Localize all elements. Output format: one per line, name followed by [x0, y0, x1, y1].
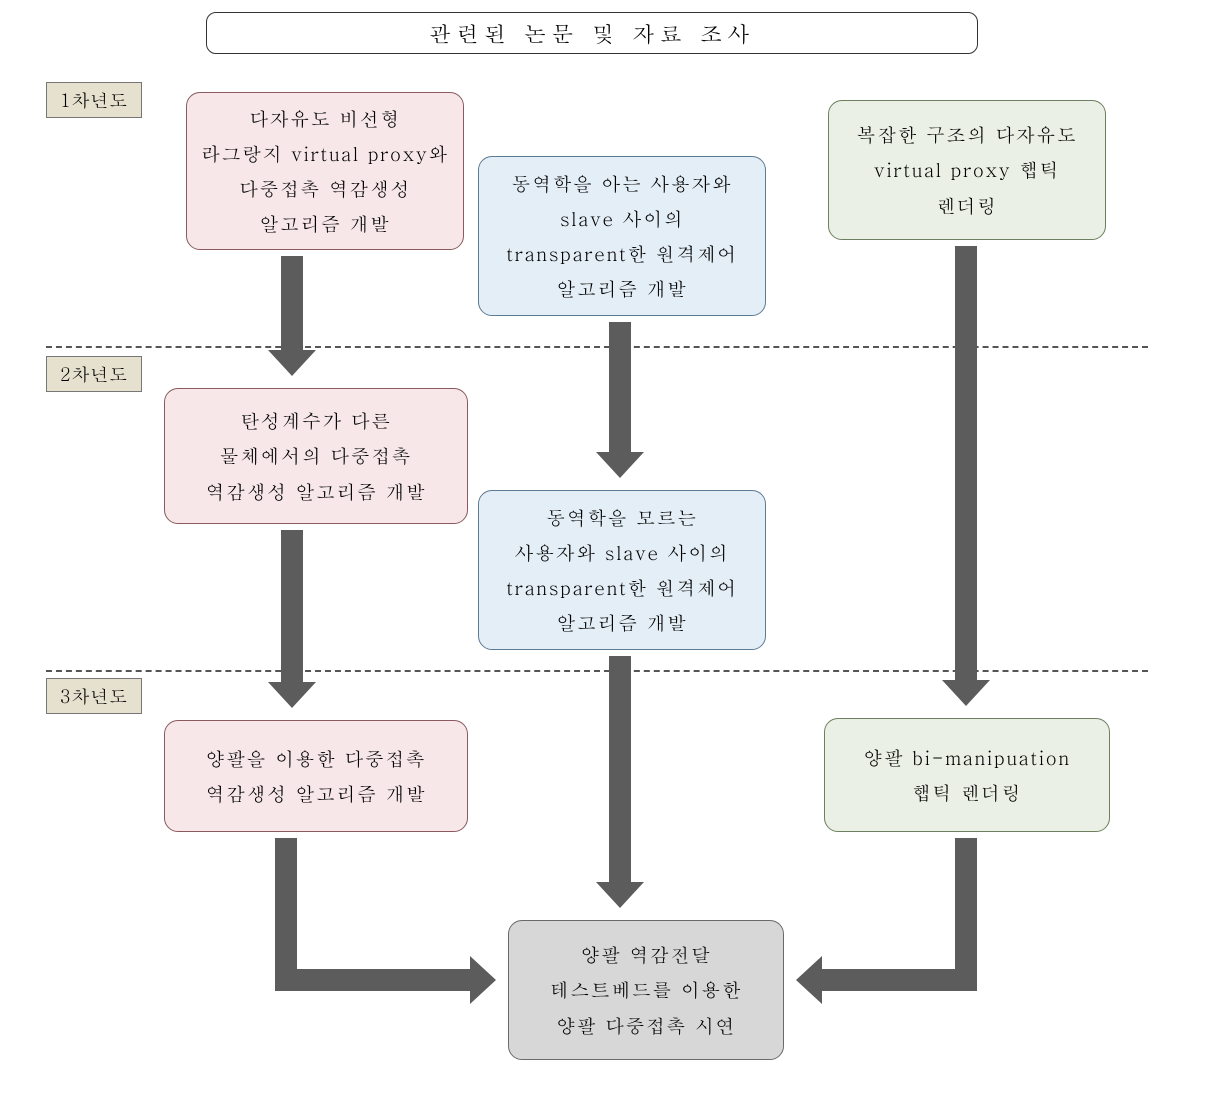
- arr_a3_final: [275, 838, 496, 1004]
- divider-2: [46, 670, 1148, 672]
- node-n_a1: 다자유도 비선형 라그랑지 virtual proxy와 다중접촉 역감생성 알…: [186, 92, 464, 250]
- divider-1: [46, 346, 1148, 348]
- arr_c3_final: [796, 838, 977, 1004]
- node-n_a2: 탄성계수가 다른 물체에서의 다중접촉 역감생성 알고리즘 개발: [164, 388, 468, 524]
- node-n_b1: 동역학을 아는 사용자와 slave 사이의 transparent한 원격제어…: [478, 156, 766, 316]
- title-box: 관련된 논문 및 자료 조사: [206, 12, 978, 54]
- arr_a2_a3: [268, 530, 316, 708]
- node-n_b2: 동역학을 모르는 사용자와 slave 사이의 transparent한 원격제…: [478, 490, 766, 650]
- year-label-3: 3차년도: [46, 678, 142, 714]
- arr_a1_a2: [268, 256, 316, 376]
- node-n_a3: 양팔을 이용한 다중접촉 역감생성 알고리즘 개발: [164, 720, 468, 832]
- year-label-2: 2차년도: [46, 356, 142, 392]
- node-n_c1: 복잡한 구조의 다자유도 virtual proxy 햅틱 렌더링: [828, 100, 1106, 240]
- arr_c1_c3: [942, 246, 990, 706]
- flowchart-canvas: 관련된 논문 및 자료 조사 1차년도 2차년도 3차년도 다자유도 비선형 라그랑지 …: [0, 0, 1214, 1101]
- year-label-1: 1차년도: [46, 82, 142, 118]
- node-n_c3: 양팔 bi-manipuation 햅틱 렌더링: [824, 718, 1110, 832]
- arr_b2_final: [596, 656, 644, 908]
- node-n_final: 양팔 역감전달 테스트베드를 이용한 양팔 다중접촉 시연: [508, 920, 784, 1060]
